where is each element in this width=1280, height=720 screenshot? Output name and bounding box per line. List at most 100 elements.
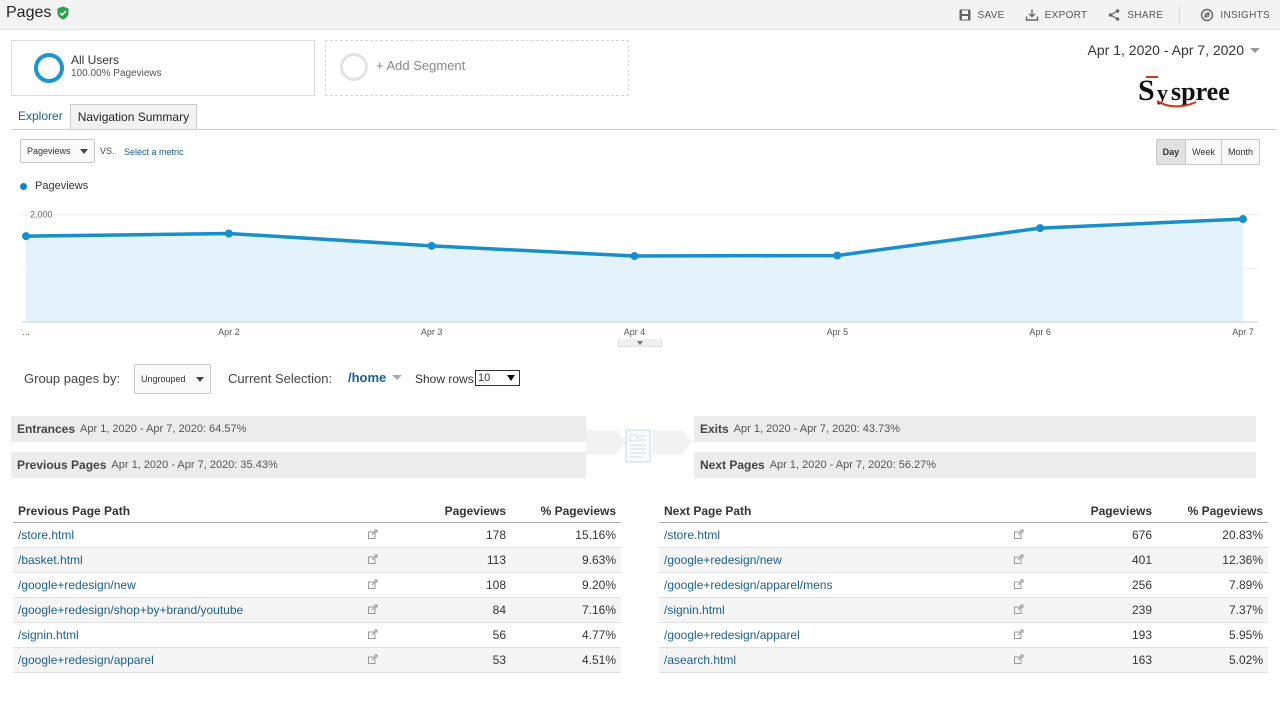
legend-label: Pageviews [35,180,89,192]
week-button[interactable]: Week [1185,140,1221,164]
date-range-picker[interactable]: Apr 1, 2020 - Apr 7, 2020 [1088,42,1260,58]
open-page-cell [353,522,383,548]
pct-pageviews-cell: 4.77% [511,622,621,648]
share-label: SHARE [1127,9,1164,21]
pct-pageviews-cell: 9.63% [511,547,621,573]
day-button[interactable]: Day [1156,140,1186,164]
page-title: Pages [6,4,52,21]
open-in-new-window-icon[interactable] [1014,654,1024,664]
svg-text:spree: spree [1171,77,1230,106]
open-in-new-window-icon[interactable] [1014,604,1024,614]
open-in-new-window-icon[interactable] [368,579,378,589]
page-path-link[interactable]: /google+redesign/shop+by+brand/youtube [13,597,353,623]
data-point [427,241,436,250]
next-path-header[interactable]: Next Page Path [659,500,999,523]
page-path-link[interactable]: /google+redesign/new [13,572,353,598]
segment-all-users[interactable]: All Users 100.00% Pageviews [11,40,315,96]
pageviews-cell: 84 [383,597,511,623]
pct-pageviews-cell: 7.16% [511,597,621,623]
page-path-link[interactable]: /store.html [13,522,353,548]
group-pages-value: Ungrouped [141,374,186,384]
group-pages-dropdown[interactable]: Ungrouped [134,364,211,394]
page-path-link[interactable]: /store.html [659,522,999,548]
table-row: /store.html 676 20.83% [659,522,1268,548]
open-page-cell [999,622,1029,648]
pageviews-header[interactable]: Pageviews [383,500,511,523]
legend-dot-icon [20,182,27,190]
page-path-link[interactable]: /google+redesign/apparel [13,647,353,673]
exits-value: Apr 1, 2020 - Apr 7, 2020: 43.73% [733,423,901,435]
tab-explorer[interactable]: Explorer [18,109,63,123]
open-in-new-window-icon[interactable] [368,604,378,614]
page-path-link[interactable]: /signin.html [659,597,999,623]
chevron-down-icon [392,375,403,380]
add-segment-button[interactable]: + Add Segment [325,40,629,96]
page-path-link[interactable]: /asearch.html [659,647,999,673]
next-page-table: Next Page Path Pageviews % Pageviews /st… [659,500,1268,673]
current-selection-value: /home [348,370,387,385]
date-range-label: Apr 1, 2020 - Apr 7, 2020 [1087,42,1244,58]
export-button[interactable]: EXPORT [1025,8,1088,22]
open-in-new-window-icon[interactable] [368,529,378,539]
pct-pageviews-header[interactable]: % Pageviews [1157,500,1268,523]
current-selection-dropdown[interactable]: /home [348,370,403,385]
x-tick-label: ... [22,327,30,337]
dropdown-arrow-icon [196,376,204,382]
data-point [630,252,639,261]
page-path-link[interactable]: /google+redesign/apparel/mens [659,572,999,598]
pageviews-cell: 56 [383,622,511,648]
open-in-new-window-icon[interactable] [1014,579,1024,589]
page-path-link[interactable]: /signin.html [13,622,353,648]
pct-pageviews-header[interactable]: % Pageviews [511,500,621,523]
report-header: Pages SAVE EXPORT SHARE INSIGHTS [0,0,1280,30]
share-button[interactable]: SHARE [1107,8,1163,22]
previous-path-header[interactable]: Previous Page Path [13,500,353,523]
table-header-row: Previous Page Path Pageviews % Pageviews [13,500,621,523]
pageviews-header[interactable]: Pageviews [1029,500,1157,523]
add-segment-label: + Add Segment [376,58,466,73]
pageviews-cell: 401 [1029,547,1157,573]
tab-navigation-summary[interactable]: Navigation Summary [69,104,198,130]
pct-pageviews-cell: 7.89% [1157,572,1268,598]
pageviews-cell: 676 [1029,522,1157,548]
show-rows-label: Show rows: [415,372,478,386]
tab-divider [11,129,1277,130]
dropdown-arrow-icon [507,375,515,381]
svg-text:S: S [1138,74,1155,107]
previous-pages-label: Previous Pages [17,458,107,472]
open-in-new-window-icon[interactable] [368,629,378,639]
open-page-cell [999,597,1029,623]
insights-button[interactable]: INSIGHTS [1200,8,1270,22]
x-tick-label: Apr 5 [827,327,849,337]
page-path-link[interactable]: /basket.html [13,547,353,573]
open-link-header [353,500,383,523]
open-in-new-window-icon[interactable] [1014,529,1024,539]
open-in-new-window-icon[interactable] [1014,554,1024,564]
select-metric-link[interactable]: Select a metric [124,147,184,157]
page-path-link[interactable]: /google+redesign/apparel [659,622,999,648]
open-page-cell [353,572,383,598]
current-selection-label: Current Selection: [228,371,333,386]
table-row: /google+redesign/apparel/mens 256 7.89% [659,572,1268,598]
next-pages-summary: Next Pages Apr 1, 2020 - Apr 7, 2020: 56… [694,452,1256,478]
open-in-new-window-icon[interactable] [1014,629,1024,639]
open-in-new-window-icon[interactable] [368,654,378,664]
pageviews-cell: 256 [1029,572,1157,598]
table-row: /signin.html 56 4.77% [13,622,621,648]
report-tabs: Explorer Navigation Summary [11,104,198,130]
chevron-down-icon [1250,47,1260,53]
open-page-cell [999,647,1029,673]
open-in-new-window-icon[interactable] [368,554,378,564]
entrances-label: Entrances [17,422,76,436]
show-rows-select[interactable]: 10 [475,370,520,386]
metric-dropdown[interactable]: Pageviews [20,139,95,163]
verified-shield-icon [57,6,69,20]
save-button[interactable]: SAVE [958,8,1005,22]
page-path-link[interactable]: /google+redesign/new [659,547,999,573]
x-tick-label: Apr 3 [421,327,443,337]
pageviews-cell: 108 [383,572,511,598]
month-button[interactable]: Month [1220,140,1259,164]
syspree-logo: S y spree [1138,74,1230,108]
chart-collapse-handle[interactable] [618,339,662,347]
